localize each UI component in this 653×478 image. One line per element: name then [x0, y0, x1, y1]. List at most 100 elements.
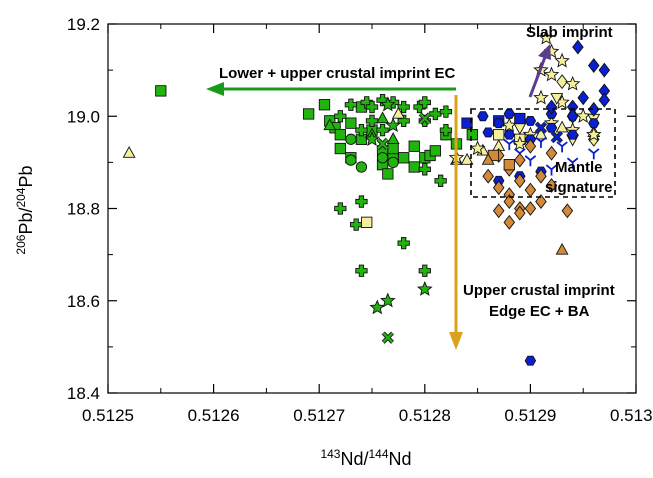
- yellow-star-point: [533, 89, 549, 105]
- green-plus-point: [350, 218, 363, 231]
- blue-square-point: [461, 117, 473, 129]
- blue-diamond-point: [598, 92, 611, 108]
- green-circle-point: [345, 133, 357, 145]
- mantle-signature-box: [470, 108, 616, 198]
- blue-diamond-point: [577, 90, 589, 106]
- green-square-point: [318, 99, 331, 111]
- green-star-point: [385, 117, 401, 133]
- green-x-point: [419, 113, 431, 125]
- orange-diamond-point: [524, 182, 537, 198]
- purple-arrow-line: [528, 56, 547, 98]
- green-star-point: [380, 96, 396, 112]
- yellow-star-point: [554, 52, 570, 68]
- blue-tri-down-point: [566, 157, 579, 169]
- yellow-diamond-point: [556, 74, 568, 90]
- y-tick-label: 18.8: [67, 200, 100, 219]
- orange-diamond-point: [524, 201, 537, 216]
- green-star-point: [364, 131, 380, 146]
- yellow-star-point: [543, 66, 560, 82]
- green-plus-point: [355, 195, 368, 208]
- green-plus-point: [439, 123, 453, 137]
- blue-hexagon-point: [503, 129, 516, 140]
- yellow-star-point: [512, 135, 528, 151]
- yellow-star-point: [538, 29, 555, 45]
- annotation-upper-crustal: Upper crustal imprint: [463, 282, 615, 299]
- data-points: [122, 29, 611, 366]
- orange-diamond-point: [514, 205, 526, 221]
- green-triangle-point: [386, 132, 400, 144]
- green-circle-point: [345, 154, 357, 166]
- annotation-signature: signature: [545, 179, 613, 196]
- green-circle-point: [387, 156, 399, 169]
- green-star-point: [369, 299, 386, 315]
- green-plus-point: [397, 114, 410, 128]
- blue-tri-down-point: [556, 141, 568, 153]
- yellow-triangle-point: [460, 152, 474, 165]
- green-square-point: [408, 140, 420, 152]
- yellow-triangle-point: [122, 146, 136, 158]
- x-tick-label: 0.5125: [82, 406, 134, 425]
- y-tick-label: 18.4: [67, 384, 100, 403]
- green-plus-point: [365, 100, 379, 114]
- green-square-point: [334, 142, 346, 155]
- green-plus-point: [355, 264, 368, 277]
- orange-diamond-point: [492, 180, 505, 196]
- orange-diamond-point: [503, 214, 516, 230]
- blue-square-point: [514, 112, 526, 125]
- y-axis-title: 206Pb/204Pb: [14, 165, 36, 254]
- orange-triangle-point: [481, 152, 495, 165]
- yellow-triangle-down-point: [550, 93, 564, 105]
- green-x-point: [377, 138, 389, 150]
- green-triangle-point: [323, 118, 337, 131]
- yellow-star-point: [585, 126, 602, 142]
- x-tick-label: 0.5127: [293, 406, 345, 425]
- blue-hexagon-point: [477, 111, 489, 122]
- x-tick-label: 0.5130: [610, 406, 653, 425]
- green-plus-point: [429, 107, 442, 121]
- annotation-slab-imprint: Slab imprint: [526, 24, 613, 41]
- green-arrow-head: [206, 82, 224, 96]
- orange-diamond-point: [561, 203, 574, 219]
- orange-diamond-point: [535, 194, 547, 210]
- blue-hexagon-point: [503, 108, 516, 119]
- green-plus-point: [376, 123, 389, 137]
- green-x-point: [382, 332, 394, 344]
- green-plus-point: [344, 98, 358, 111]
- green-plus-point: [355, 123, 368, 137]
- axes: 0.5125 0.5126 0.5127 0.5128 0.5129 0.5130 18.4…: [67, 15, 653, 425]
- green-circle-point: [376, 152, 389, 164]
- orange-diamond-point: [545, 145, 558, 161]
- green-plus-point: [334, 202, 347, 215]
- x-tick-label: 0.5126: [188, 406, 240, 425]
- green-square-point: [345, 117, 357, 129]
- orange-square-point: [503, 159, 515, 171]
- blue-tri-down-point: [524, 155, 537, 167]
- orange-arrow-head: [449, 332, 463, 350]
- y-tick-label: 19.0: [67, 107, 100, 126]
- blue-hexagon-point: [566, 129, 579, 140]
- x-tick-label: 0.5128: [399, 406, 451, 425]
- blue-hexagon-point: [482, 127, 494, 138]
- green-plus-point: [334, 110, 347, 123]
- orange-diamond-point: [503, 194, 516, 210]
- green-plus-point: [397, 100, 410, 114]
- blue-diamond-point: [572, 39, 584, 55]
- annotation-edge-ec-ba: Edge EC + BA: [489, 303, 590, 320]
- blue-hexagon-point: [524, 115, 537, 126]
- blue-diamond-point: [587, 101, 600, 117]
- green-plus-point: [365, 114, 379, 128]
- annotation-mantle: Mantle: [555, 159, 603, 176]
- orange-diamond-point: [545, 178, 558, 193]
- orange-diamond-point: [514, 173, 526, 189]
- green-square-point: [382, 168, 394, 180]
- green-star-point: [416, 281, 433, 296]
- green-triangle-point: [376, 111, 390, 124]
- green-plus-point: [418, 264, 431, 277]
- green-plus-point: [434, 174, 447, 187]
- yellow-triangle-point: [534, 127, 548, 140]
- blue-diamond-point: [598, 62, 611, 78]
- y-tick-label: 19.2: [67, 15, 100, 34]
- blue-diamond-point: [545, 99, 558, 115]
- annotations: Slab imprint Lower + upper crustal impri…: [206, 24, 616, 350]
